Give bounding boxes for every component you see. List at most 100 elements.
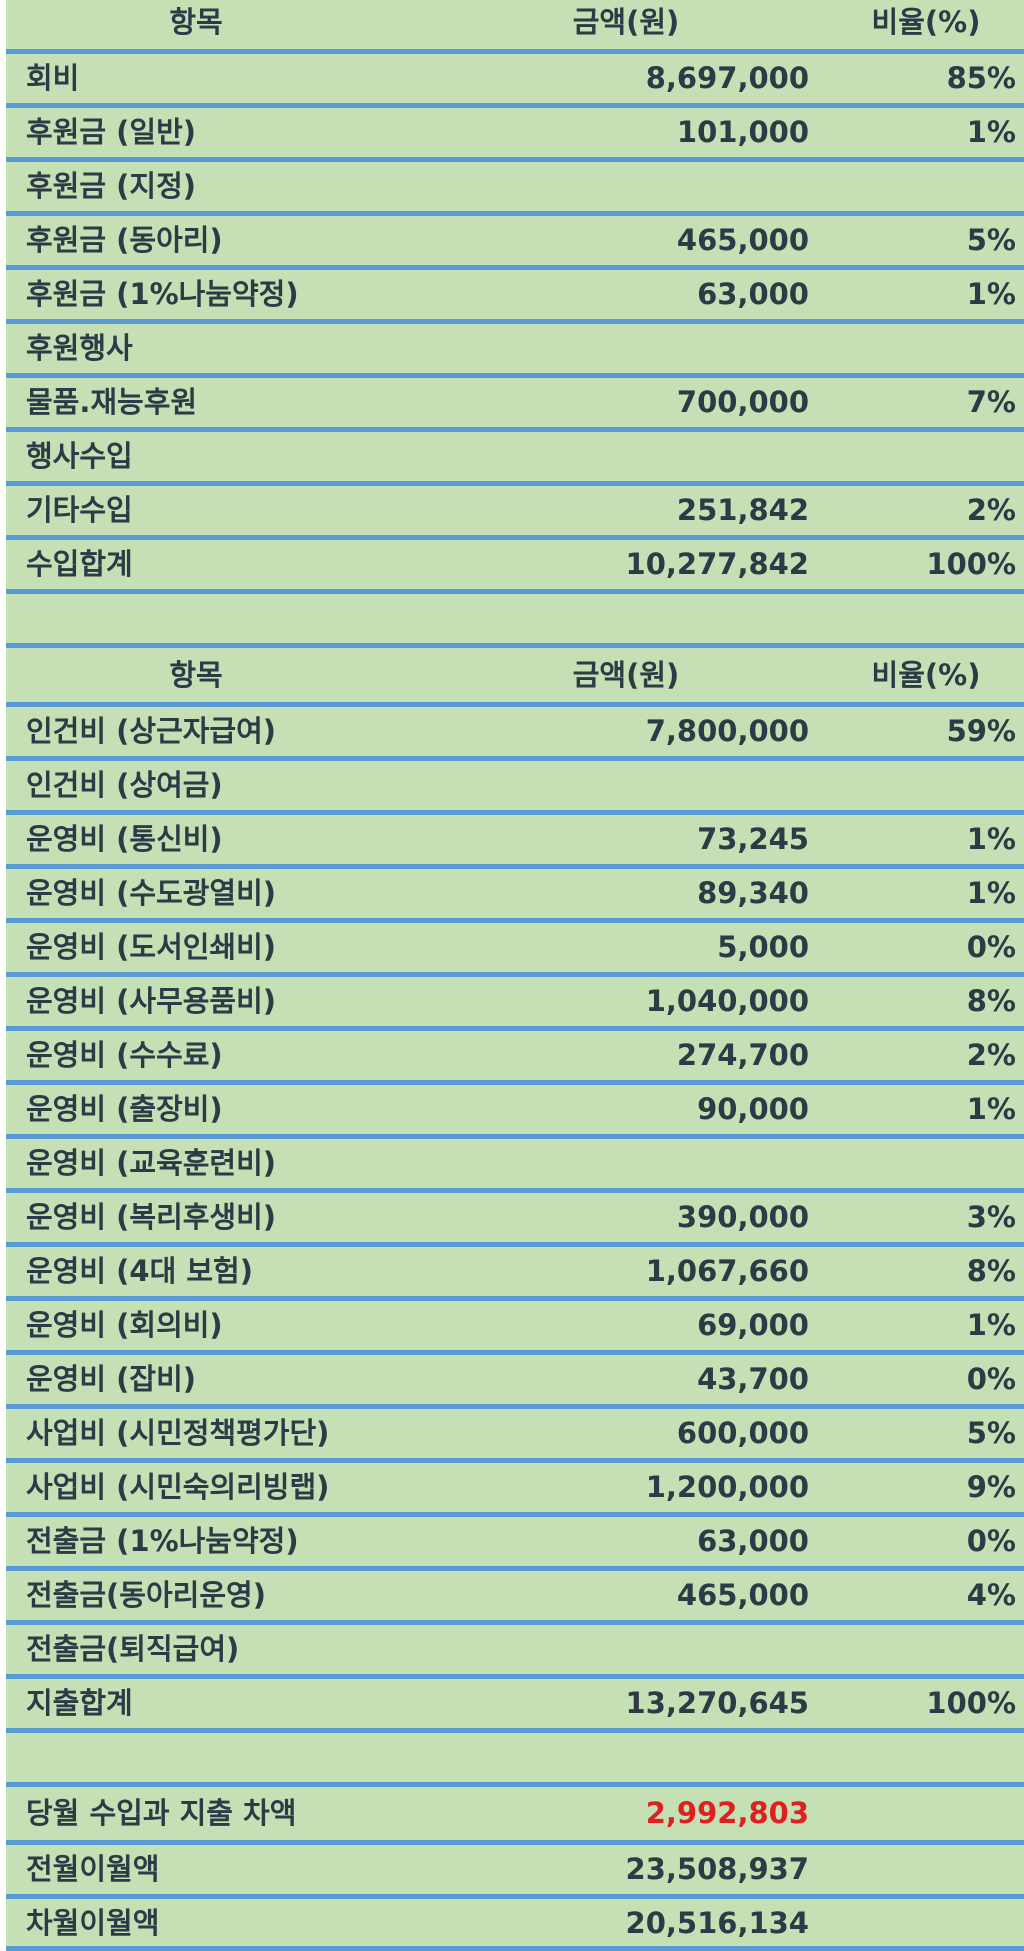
row-divider <box>6 427 1024 432</box>
income-amount: 8,697,000 <box>645 61 809 95</box>
expense-ratio: 1% <box>966 876 1016 910</box>
expense-item: 운영비 (사무용품비) <box>26 984 277 1018</box>
expense-item: 운영비 (통신비) <box>26 822 223 856</box>
row-divider <box>6 1350 1024 1355</box>
income-ratio: 7% <box>966 385 1016 419</box>
expense-item: 운영비 (회의비) <box>26 1308 223 1342</box>
expense-header-ratio: 비율(%) <box>871 658 981 692</box>
row-divider <box>6 1512 1024 1517</box>
income-item: 후원금 (일반) <box>26 115 197 149</box>
row-divider <box>6 1674 1024 1679</box>
expense-row: 전출금(퇴직급여) <box>6 1622 1024 1676</box>
expense-ratio: 8% <box>966 984 1016 1018</box>
row-divider <box>6 1728 1024 1733</box>
row-divider <box>6 103 1024 108</box>
row-divider <box>6 756 1024 761</box>
income-item: 수입합계 <box>26 547 133 581</box>
income-row-donation-club: 후원금 (동아리) 465,000 5% <box>6 213 1024 267</box>
summary-row-monthly-difference: 당월 수입과 지출 차액 2,992,803 <box>6 1786 1024 1840</box>
row-divider <box>6 319 1024 324</box>
income-item: 물품.재능후원 <box>26 385 198 419</box>
expense-row: 인건비 (상여금) <box>6 758 1024 812</box>
row-divider <box>6 1080 1024 1085</box>
income-amount: 251,842 <box>676 493 809 527</box>
expense-header-row: 항목 금액(원) 비율(%) <box>6 648 1024 702</box>
income-ratio: 1% <box>966 277 1016 311</box>
row-divider <box>6 481 1024 486</box>
expense-ratio: 9% <box>966 1470 1016 1504</box>
income-row-donation-pledge: 후원금 (1%나눔약정) 63,000 1% <box>6 267 1024 321</box>
row-divider <box>6 810 1024 815</box>
row-divider <box>6 1188 1024 1193</box>
expense-row: 운영비 (수도광열비) 89,340 1% <box>6 866 1024 920</box>
expense-header-item: 항목 <box>169 658 223 692</box>
expense-item: 전출금(동아리운영) <box>26 1578 266 1612</box>
expense-row-total: 지출합계 13,270,645 100% <box>6 1676 1024 1730</box>
income-header-amount: 금액(원) <box>572 5 680 39</box>
row-divider <box>6 1026 1024 1031</box>
summary-row-previous-balance: 전월이월액 23,508,937 <box>6 1842 1024 1896</box>
row-divider <box>6 918 1024 923</box>
expense-amount: 63,000 <box>697 1524 809 1558</box>
row-divider <box>6 535 1024 540</box>
income-header-row: 항목 금액(원) 비율(%) <box>6 0 1024 49</box>
expense-ratio: 100% <box>926 1686 1016 1720</box>
expense-row: 사업비 (시민숙의리빙랩) 1,200,000 9% <box>6 1460 1024 1514</box>
expense-amount: 90,000 <box>697 1092 809 1126</box>
income-row-donation-event: 후원행사 <box>6 321 1024 375</box>
expense-amount: 390,000 <box>676 1200 809 1234</box>
row-divider <box>6 1620 1024 1625</box>
expense-row: 운영비 (교육훈련비) <box>6 1136 1024 1190</box>
income-row-event-income: 행사수입 <box>6 429 1024 483</box>
expense-row: 운영비 (복리후생비) 390,000 3% <box>6 1190 1024 1244</box>
expense-row: 운영비 (회의비) 69,000 1% <box>6 1298 1024 1352</box>
expense-item: 운영비 (출장비) <box>26 1092 223 1126</box>
row-divider <box>6 1782 1024 1787</box>
expense-amount: 7,800,000 <box>645 714 809 748</box>
income-amount: 63,000 <box>697 277 809 311</box>
expense-ratio: 1% <box>966 822 1016 856</box>
row-divider <box>6 1840 1024 1845</box>
expense-row: 전출금(동아리운영) 465,000 4% <box>6 1568 1024 1622</box>
expense-item: 운영비 (잡비) <box>26 1362 197 1396</box>
income-item: 후원금 (동아리) <box>26 223 223 257</box>
expense-amount: 43,700 <box>697 1362 809 1396</box>
expense-amount: 5,000 <box>717 930 809 964</box>
expense-ratio: 8% <box>966 1254 1016 1288</box>
row-divider <box>6 1894 1024 1899</box>
expense-item: 인건비 (상근자급여) <box>26 714 277 748</box>
income-item: 행사수입 <box>26 439 133 473</box>
income-row-dues: 회비 8,697,000 85% <box>6 51 1024 105</box>
expense-ratio: 0% <box>966 1524 1016 1558</box>
row-divider <box>6 49 1024 54</box>
row-divider <box>6 1566 1024 1571</box>
income-ratio: 5% <box>966 223 1016 257</box>
expense-item: 전출금(퇴직급여) <box>26 1632 240 1666</box>
row-divider <box>6 1134 1024 1139</box>
expense-row: 전출금 (1%나눔약정) 63,000 0% <box>6 1514 1024 1568</box>
row-divider <box>6 157 1024 162</box>
expense-item: 운영비 (수수료) <box>26 1038 223 1072</box>
expense-item: 운영비 (수도광열비) <box>26 876 277 910</box>
income-ratio: 2% <box>966 493 1016 527</box>
expense-amount: 73,245 <box>697 822 809 856</box>
expense-amount: 89,340 <box>697 876 809 910</box>
summary-item: 전월이월액 <box>26 1852 160 1886</box>
income-header-ratio: 비율(%) <box>871 5 981 39</box>
expense-amount: 1,067,660 <box>645 1254 809 1288</box>
expense-ratio: 5% <box>966 1416 1016 1450</box>
income-item: 기타수입 <box>26 493 133 527</box>
expense-item: 사업비 (시민숙의리빙랩) <box>26 1470 330 1504</box>
expense-ratio: 1% <box>966 1308 1016 1342</box>
income-amount: 465,000 <box>676 223 809 257</box>
income-item: 후원행사 <box>26 331 133 365</box>
income-row-donation-designated: 후원금 (지정) <box>6 159 1024 213</box>
expense-row: 운영비 (수수료) 274,700 2% <box>6 1028 1024 1082</box>
expense-amount: 69,000 <box>697 1308 809 1342</box>
expense-item: 인건비 (상여금) <box>26 768 223 802</box>
expense-item: 운영비 (4대 보험) <box>26 1254 253 1288</box>
expense-amount: 465,000 <box>676 1578 809 1612</box>
summary-row-next-balance: 차월이월액 20,516,134 <box>6 1896 1024 1950</box>
row-divider <box>6 1946 1024 1951</box>
